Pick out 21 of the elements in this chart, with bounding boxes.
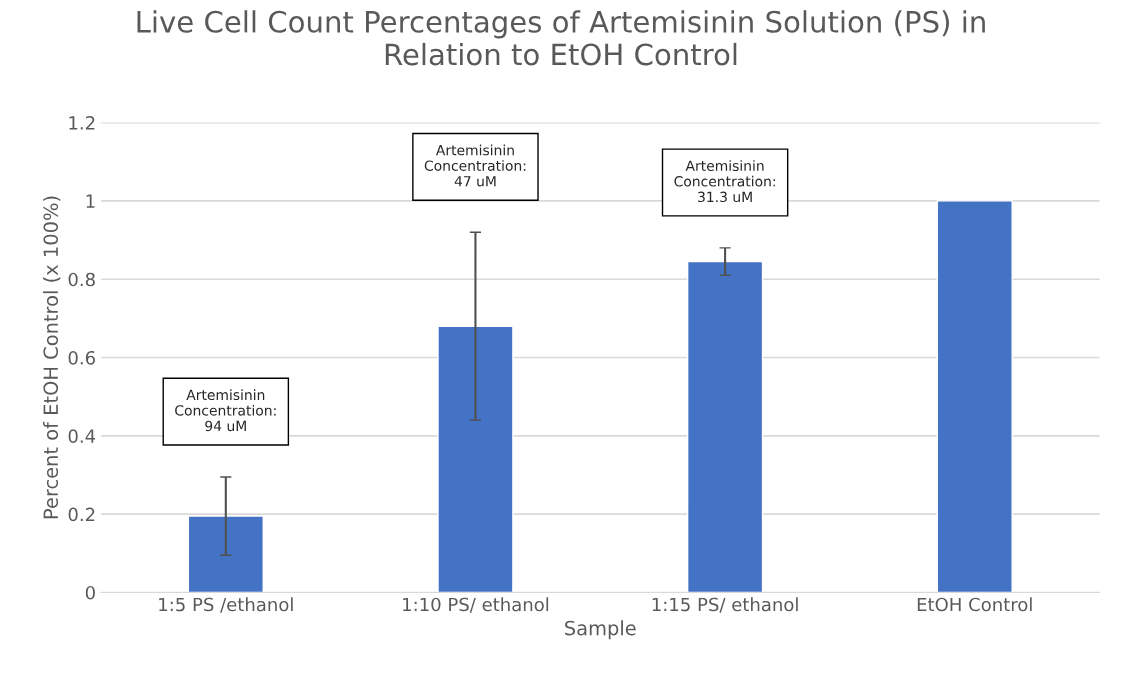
chart-title: Live Cell Count Percentages of Artemisinin Solution (PS) in Relation to EtOH Control: [137, 10, 985, 66]
y-axis-title: Percent of EtOH Control (x 100%): [43, 196, 61, 519]
x-axis-title: Sample: [565, 620, 636, 640]
annotation: Artemisinin Concentration: 47 uM: [424, 144, 526, 187]
x-tick-label: 1:5 PS /ethanol: [159, 597, 293, 613]
y-tick-label: 1: [86, 194, 95, 208]
y-tick-label: 1.2: [69, 116, 95, 130]
annotation: Artemisinin Concentration: 31.3 uM: [674, 160, 775, 203]
bar: [437, 325, 514, 593]
x-tick-label: EtOH Control: [917, 597, 1032, 612]
x-tick-label: 1:10 PS/ ethanol: [403, 597, 549, 613]
bar: [936, 200, 1013, 593]
bar: [187, 515, 264, 593]
y-tick-label: 0.6: [68, 350, 95, 365]
bar: [686, 260, 764, 593]
annotation: Artemisinin Concentration: 94 uM: [175, 389, 276, 432]
y-tick-label: 0.4: [68, 429, 96, 443]
y-tick-label: 0.2: [68, 507, 95, 522]
x-tick-label: 1:15 PS/ ethanol: [652, 597, 798, 613]
y-tick-label: 0: [85, 585, 95, 600]
y-tick-label: 0.8: [68, 272, 95, 287]
